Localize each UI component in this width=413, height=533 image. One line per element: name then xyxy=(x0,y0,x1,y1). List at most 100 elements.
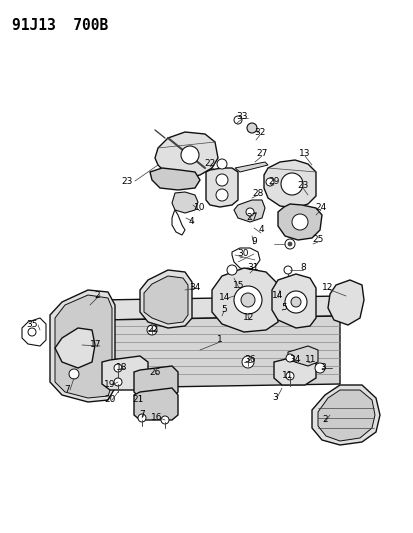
Text: 21: 21 xyxy=(132,395,143,405)
Polygon shape xyxy=(327,280,363,325)
Polygon shape xyxy=(206,168,237,207)
Polygon shape xyxy=(144,276,188,324)
Polygon shape xyxy=(311,385,379,445)
Text: 24: 24 xyxy=(315,204,326,213)
Text: 2: 2 xyxy=(321,416,327,424)
Text: 10: 10 xyxy=(194,204,205,213)
Text: 11: 11 xyxy=(304,356,316,365)
Text: 36: 36 xyxy=(244,356,255,365)
Polygon shape xyxy=(140,270,192,328)
Text: 33: 33 xyxy=(236,111,247,120)
Text: 5: 5 xyxy=(280,303,286,311)
Polygon shape xyxy=(273,354,315,385)
Text: 23: 23 xyxy=(121,176,133,185)
Text: 29: 29 xyxy=(268,177,279,187)
Text: 28: 28 xyxy=(252,189,263,198)
Polygon shape xyxy=(55,328,95,368)
Text: 19: 19 xyxy=(104,381,116,390)
Polygon shape xyxy=(171,210,185,235)
Text: 3: 3 xyxy=(271,393,277,402)
Circle shape xyxy=(291,214,307,230)
Text: 34: 34 xyxy=(289,356,300,365)
Circle shape xyxy=(233,116,242,124)
Text: 4: 4 xyxy=(258,225,263,235)
Polygon shape xyxy=(287,346,317,366)
Text: 23: 23 xyxy=(297,181,308,190)
Circle shape xyxy=(28,328,36,336)
Circle shape xyxy=(161,416,169,424)
Text: 12: 12 xyxy=(322,282,333,292)
Text: 2: 2 xyxy=(94,290,100,300)
Polygon shape xyxy=(22,318,46,346)
Circle shape xyxy=(216,159,226,169)
Text: 4: 4 xyxy=(188,216,193,225)
Text: 14: 14 xyxy=(219,294,230,303)
Polygon shape xyxy=(134,366,178,398)
Text: 8: 8 xyxy=(299,263,305,272)
Circle shape xyxy=(114,364,122,372)
Circle shape xyxy=(69,369,79,379)
Text: 22: 22 xyxy=(204,158,215,167)
Polygon shape xyxy=(211,268,277,332)
Polygon shape xyxy=(231,248,259,270)
Circle shape xyxy=(233,286,261,314)
Polygon shape xyxy=(154,132,218,178)
Text: 13: 13 xyxy=(299,149,310,157)
Text: 25: 25 xyxy=(311,236,323,245)
Circle shape xyxy=(240,293,254,307)
Text: 35: 35 xyxy=(26,320,38,329)
Text: 12: 12 xyxy=(243,313,254,322)
Text: 7: 7 xyxy=(139,410,145,419)
Polygon shape xyxy=(102,356,147,390)
Text: 91J13  700B: 91J13 700B xyxy=(12,18,108,33)
Text: 32: 32 xyxy=(254,127,265,136)
Circle shape xyxy=(247,123,256,133)
Polygon shape xyxy=(277,204,321,240)
Circle shape xyxy=(138,414,146,422)
Circle shape xyxy=(287,242,291,246)
Text: 22: 22 xyxy=(147,326,158,335)
Text: 20: 20 xyxy=(104,395,115,405)
Polygon shape xyxy=(50,290,115,402)
Polygon shape xyxy=(150,168,199,190)
Circle shape xyxy=(147,325,157,335)
Text: 1: 1 xyxy=(216,335,222,344)
Polygon shape xyxy=(88,312,100,388)
Text: 27: 27 xyxy=(246,213,257,222)
Circle shape xyxy=(283,266,291,274)
Text: 14: 14 xyxy=(272,292,283,301)
Polygon shape xyxy=(100,316,339,388)
Circle shape xyxy=(285,354,293,362)
Text: 11: 11 xyxy=(282,372,293,381)
Polygon shape xyxy=(233,200,264,222)
Circle shape xyxy=(290,297,300,307)
Text: 18: 18 xyxy=(116,364,128,373)
Text: 34: 34 xyxy=(189,282,200,292)
Circle shape xyxy=(266,178,273,186)
Circle shape xyxy=(243,268,252,276)
Circle shape xyxy=(114,378,122,386)
Circle shape xyxy=(216,174,228,186)
Circle shape xyxy=(216,189,228,201)
Text: 3: 3 xyxy=(319,364,325,373)
Circle shape xyxy=(280,173,302,195)
Polygon shape xyxy=(235,162,267,172)
Polygon shape xyxy=(263,160,315,208)
Circle shape xyxy=(226,265,236,275)
Circle shape xyxy=(245,208,254,216)
Text: 9: 9 xyxy=(251,238,256,246)
Polygon shape xyxy=(55,295,112,398)
Circle shape xyxy=(242,356,254,368)
Text: 16: 16 xyxy=(151,414,162,423)
Text: 31: 31 xyxy=(247,263,258,272)
Text: 26: 26 xyxy=(149,368,160,377)
Text: 30: 30 xyxy=(237,249,248,259)
Circle shape xyxy=(284,291,306,313)
Text: 7: 7 xyxy=(64,385,70,394)
Polygon shape xyxy=(271,274,315,328)
Circle shape xyxy=(314,363,324,373)
Polygon shape xyxy=(134,388,178,420)
Text: 27: 27 xyxy=(256,149,267,157)
Circle shape xyxy=(180,146,199,164)
Circle shape xyxy=(285,372,293,380)
